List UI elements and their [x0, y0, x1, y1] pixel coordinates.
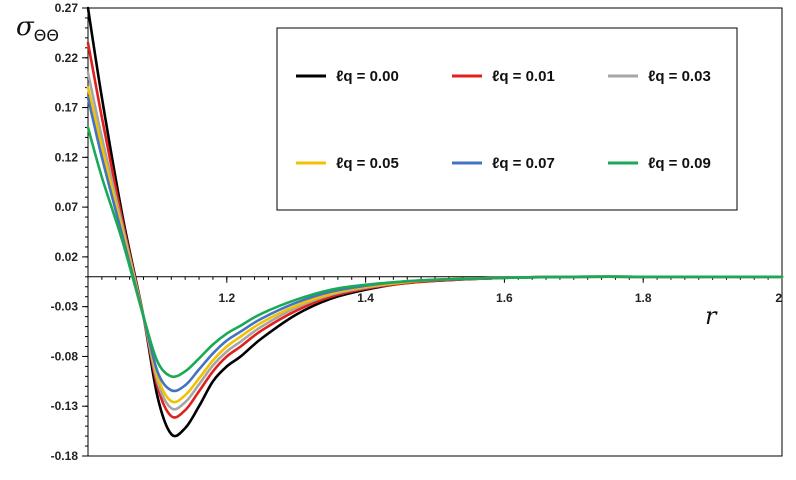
y-tick-label: 0.17 — [55, 101, 79, 115]
y-axis-label-symbol: σ — [16, 12, 35, 42]
y-tick-label: 0.22 — [55, 51, 79, 65]
series-line-5 — [86, 126, 784, 379]
y-tick-label: -0.18 — [51, 449, 79, 463]
y-tick-label: -0.08 — [51, 349, 79, 363]
legend-label: ℓq = 0.00 — [336, 68, 399, 85]
legend-label: ℓq = 0.09 — [648, 155, 711, 172]
y-tick-label: 0.27 — [55, 1, 79, 15]
y-axis-ticks: 0.27 0.22 0.17 0.12 0.07 0.02 -0.03 -0.08 -0.13 -… — [51, 1, 88, 463]
x-tick-label: 1.6 — [496, 291, 513, 305]
y-tick-label: 0.02 — [55, 250, 79, 264]
y-axis-label: σΘΘ — [16, 12, 59, 45]
x-tick-label: 1.4 — [357, 291, 374, 305]
y-axis-label-subscript: ΘΘ — [34, 26, 59, 45]
x-tick-label: 2 — [775, 291, 782, 305]
x-tick-label: 1.8 — [635, 291, 652, 305]
y-tick-label: -0.03 — [51, 300, 79, 314]
series-lines — [86, 6, 784, 438]
y-tick-label: -0.13 — [51, 399, 79, 413]
y-tick-label: 0.12 — [55, 150, 79, 164]
legend: ℓq = 0.00 ℓq = 0.01 ℓq = 0.03 ℓq = 0.05 ℓq =… — [276, 27, 738, 211]
y-tick-label: 0.07 — [55, 200, 79, 214]
legend-label: ℓq = 0.01 — [492, 68, 555, 85]
legend-label: ℓq = 0.05 — [336, 155, 399, 172]
legend-label: ℓq = 0.03 — [648, 68, 711, 85]
x-tick-label: 1.2 — [218, 291, 235, 305]
legend-box — [276, 27, 738, 211]
legend-label: ℓq = 0.07 — [492, 155, 555, 172]
x-axis-label: r — [705, 302, 718, 330]
